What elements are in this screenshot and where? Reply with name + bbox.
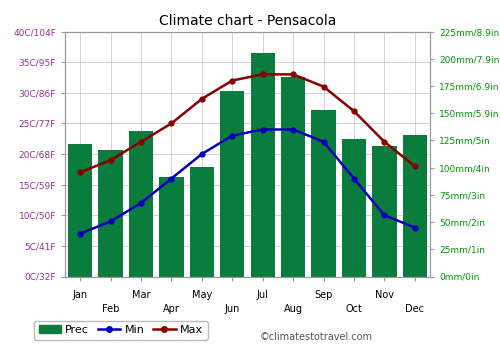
Legend: Prec, Min, Max: Prec, Min, Max bbox=[34, 321, 208, 340]
Bar bbox=[68, 144, 92, 276]
Text: Sep: Sep bbox=[314, 290, 332, 300]
Text: May: May bbox=[192, 290, 212, 300]
Bar bbox=[250, 53, 275, 276]
Bar bbox=[190, 167, 214, 276]
Text: Mar: Mar bbox=[132, 290, 150, 300]
Text: ©climatestotravel.com: ©climatestotravel.com bbox=[260, 332, 373, 342]
Text: Nov: Nov bbox=[375, 290, 394, 300]
Title: Climate chart - Pensacola: Climate chart - Pensacola bbox=[159, 14, 336, 28]
Bar bbox=[160, 177, 184, 276]
Text: Apr: Apr bbox=[163, 304, 180, 314]
Bar bbox=[220, 91, 244, 276]
Bar bbox=[342, 139, 366, 276]
Bar bbox=[312, 110, 336, 276]
Text: Aug: Aug bbox=[284, 304, 302, 314]
Bar bbox=[98, 150, 123, 276]
Bar bbox=[402, 135, 427, 276]
Bar bbox=[372, 146, 396, 276]
Bar bbox=[281, 77, 305, 276]
Text: Feb: Feb bbox=[102, 304, 120, 314]
Text: Jun: Jun bbox=[224, 304, 240, 314]
Text: Jul: Jul bbox=[257, 290, 268, 300]
Text: Jan: Jan bbox=[72, 290, 88, 300]
Text: Oct: Oct bbox=[346, 304, 362, 314]
Bar bbox=[129, 131, 153, 276]
Text: Dec: Dec bbox=[406, 304, 424, 314]
